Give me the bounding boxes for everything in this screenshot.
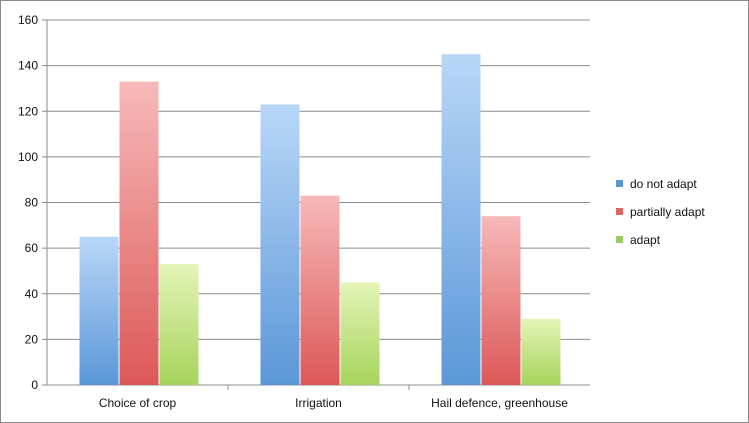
legend-label: partially adapt (630, 205, 705, 219)
bar (260, 104, 300, 385)
y-tick-label: 0 (31, 378, 38, 392)
y-tick-label: 20 (25, 332, 39, 346)
bar (300, 195, 340, 385)
x-category-label: Choice of crop (99, 396, 177, 410)
y-tick-labels: 0 20 40 60 80 100 120 140 160 (18, 13, 38, 392)
bar (159, 264, 199, 385)
bar (521, 318, 561, 385)
bar (481, 216, 521, 385)
y-tick-label: 60 (25, 241, 39, 255)
legend-label: do not adapt (630, 177, 697, 191)
category-labels: Choice of crop Irrigation Hail defence, gr… (99, 396, 568, 410)
x-category-label: Irrigation (295, 396, 342, 410)
y-tick-label: 80 (25, 196, 39, 210)
bar (119, 81, 159, 385)
bar (79, 236, 119, 385)
legend-label: adapt (630, 233, 661, 247)
legend: do not adapt partially adapt adapt (616, 177, 705, 247)
bar (340, 282, 380, 385)
y-tick-label: 160 (18, 13, 38, 27)
legend-swatch (616, 208, 623, 215)
y-tick-label: 40 (25, 287, 39, 301)
x-category-label: Hail defence, greenhouse (431, 396, 568, 410)
legend-swatch (616, 180, 623, 187)
bar (441, 54, 481, 385)
y-tick-label: 140 (18, 59, 38, 73)
y-tick-label: 100 (18, 150, 38, 164)
bars (79, 54, 561, 385)
y-tick-label: 120 (18, 104, 38, 118)
legend-swatch (616, 236, 623, 243)
